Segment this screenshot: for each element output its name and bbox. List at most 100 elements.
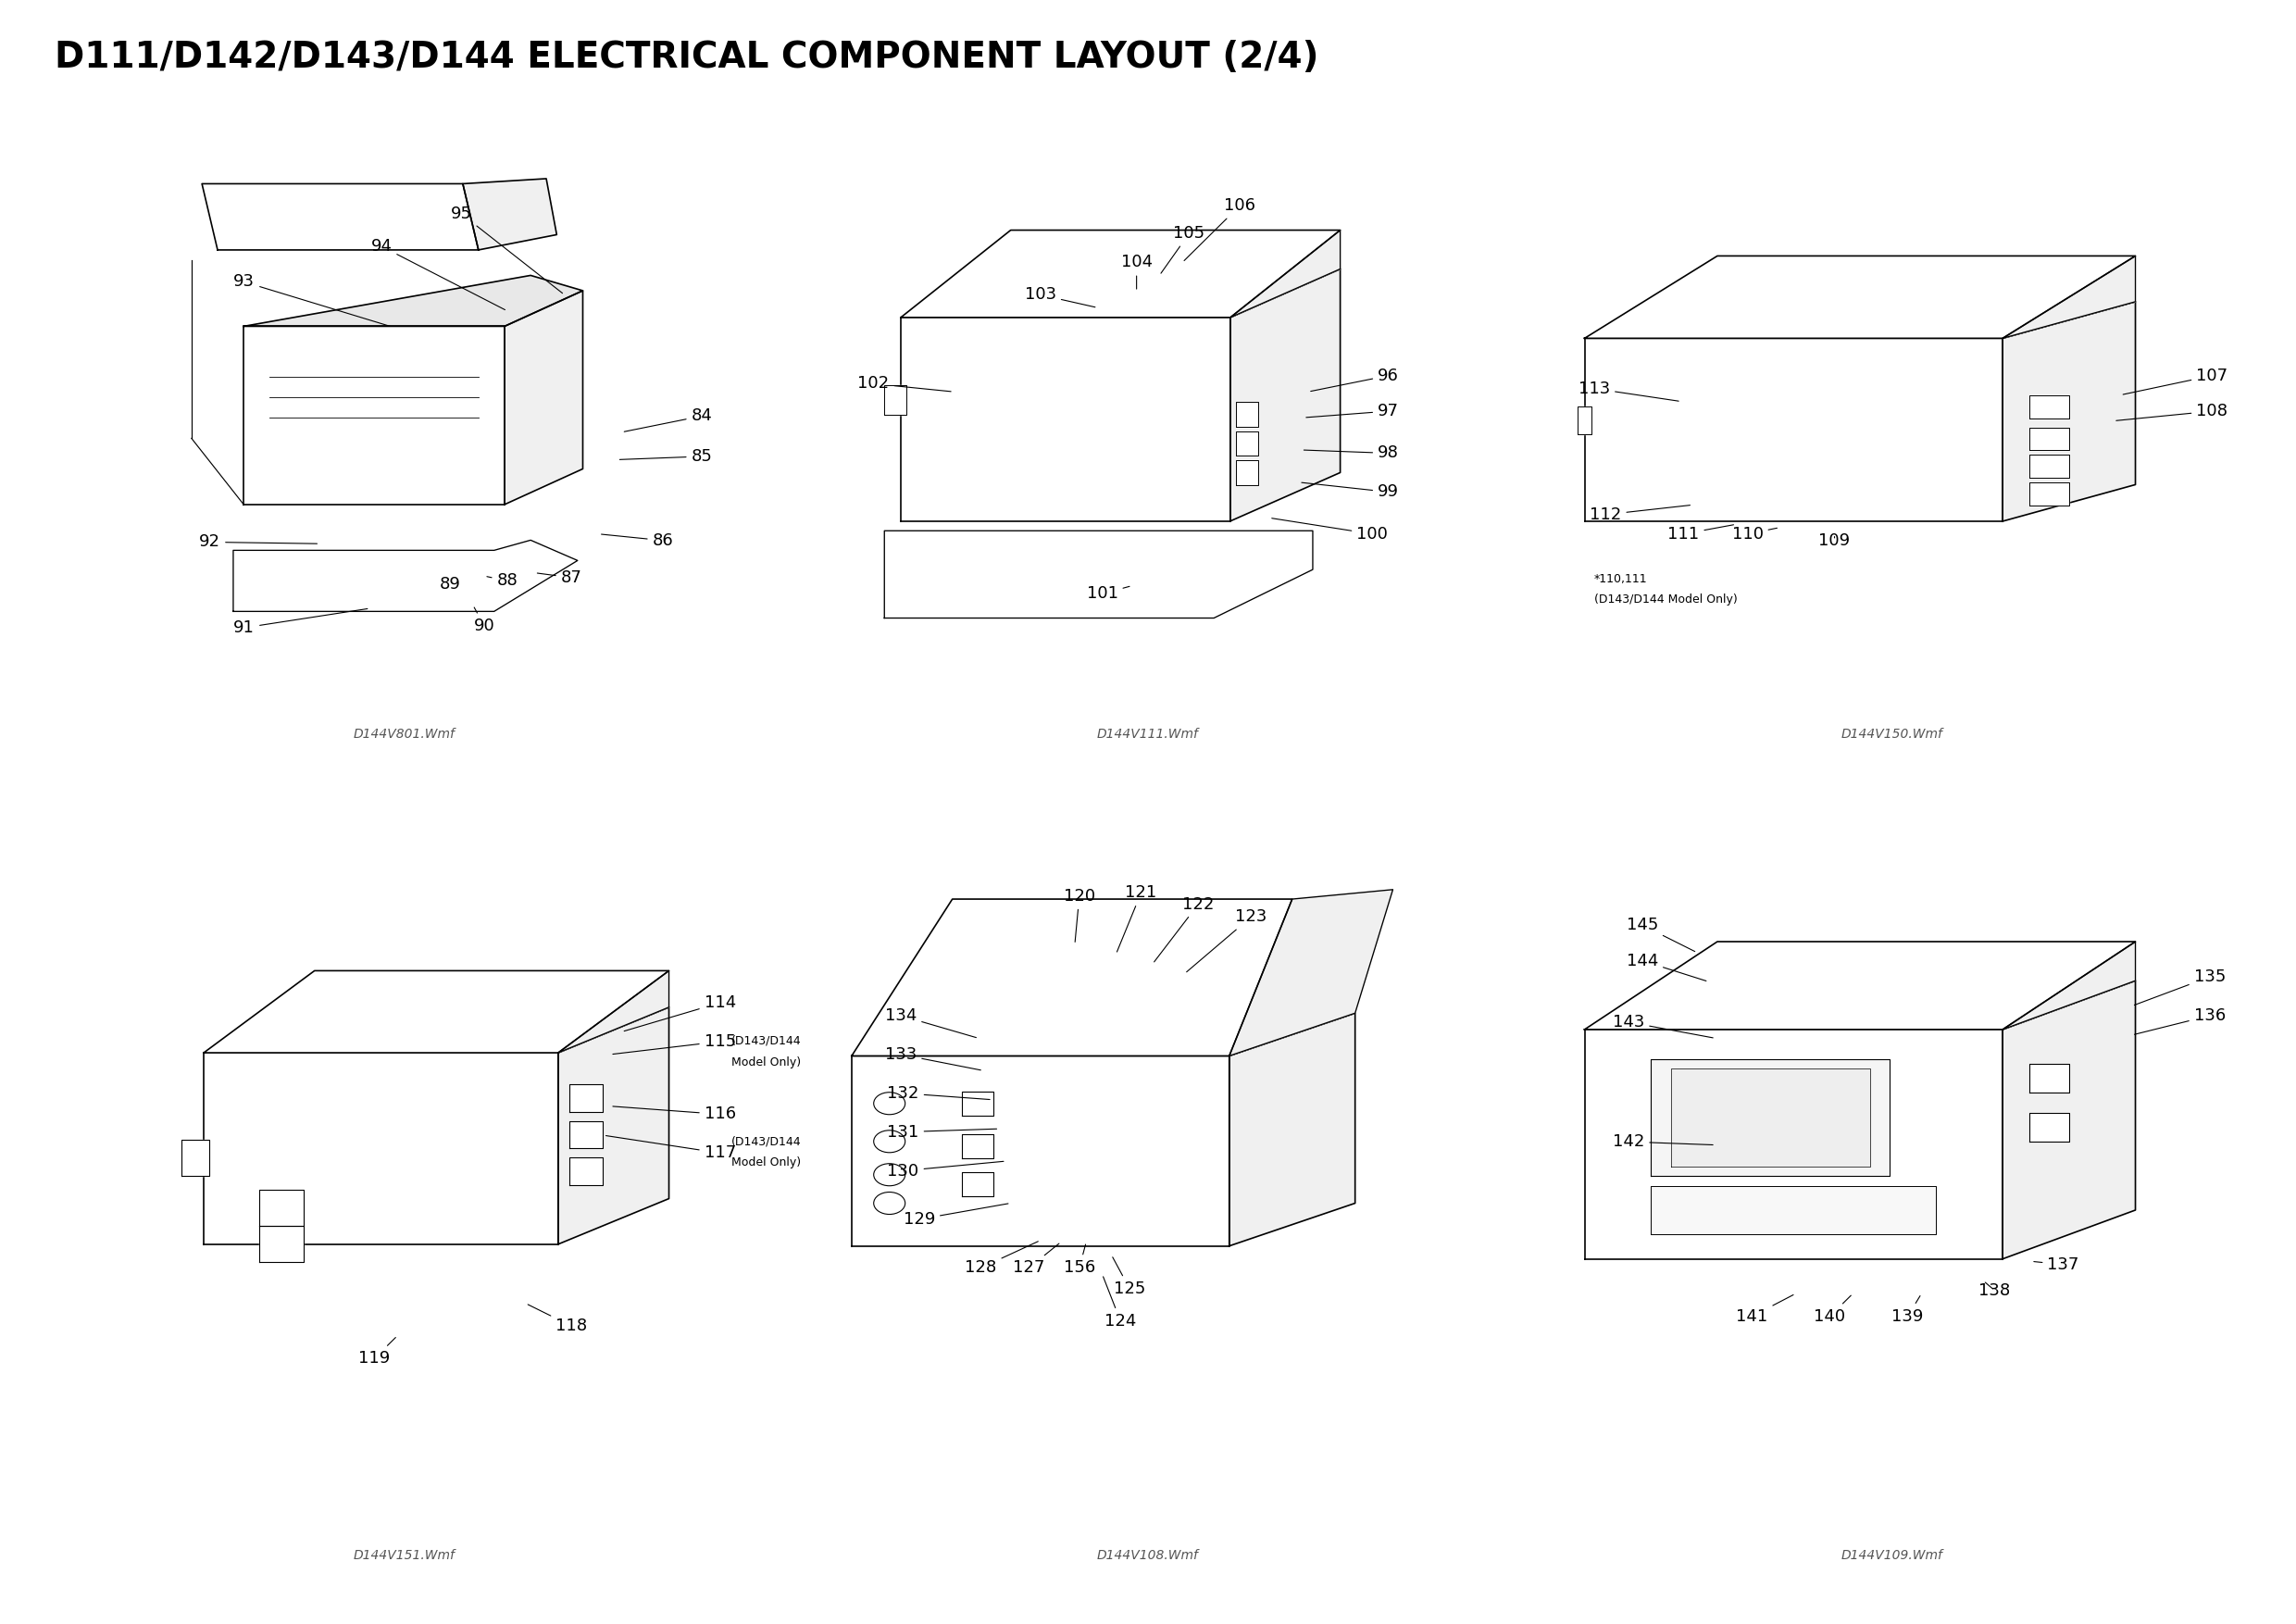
Circle shape <box>875 1192 905 1215</box>
Polygon shape <box>2002 257 2135 338</box>
Text: 136: 136 <box>2135 1007 2225 1034</box>
Polygon shape <box>181 1140 209 1176</box>
Text: 98: 98 <box>1304 445 1398 461</box>
Polygon shape <box>962 1134 994 1158</box>
Text: 91: 91 <box>234 609 367 637</box>
Text: 86: 86 <box>602 533 673 549</box>
Text: D144V109.Wmf: D144V109.Wmf <box>1841 1549 1942 1562</box>
Polygon shape <box>1235 461 1258 484</box>
Text: 115: 115 <box>613 1033 737 1054</box>
Text: 111: 111 <box>1667 525 1733 542</box>
Text: D144V111.Wmf: D144V111.Wmf <box>1097 728 1199 741</box>
Polygon shape <box>569 1121 602 1148</box>
Circle shape <box>875 1130 905 1153</box>
Polygon shape <box>204 1052 558 1244</box>
Text: 132: 132 <box>886 1085 990 1101</box>
Polygon shape <box>1584 942 2135 1030</box>
Text: 97: 97 <box>1306 403 1398 419</box>
Text: 138: 138 <box>1979 1281 2011 1299</box>
Polygon shape <box>243 326 505 505</box>
Polygon shape <box>1235 432 1258 456</box>
Text: 94: 94 <box>370 239 505 310</box>
Polygon shape <box>2030 455 2069 477</box>
Polygon shape <box>2002 981 2135 1259</box>
Polygon shape <box>558 1007 668 1244</box>
Text: 143: 143 <box>1612 1013 1713 1038</box>
Text: 109: 109 <box>1818 533 1851 549</box>
Text: 93: 93 <box>234 273 390 326</box>
Polygon shape <box>505 291 583 505</box>
Text: 85: 85 <box>620 448 712 464</box>
Text: 90: 90 <box>473 607 496 635</box>
Polygon shape <box>884 385 907 414</box>
Polygon shape <box>204 971 668 1052</box>
Text: 135: 135 <box>2135 968 2225 1005</box>
Text: 104: 104 <box>1120 253 1153 289</box>
Polygon shape <box>2030 427 2069 450</box>
Text: 129: 129 <box>902 1203 1008 1228</box>
Polygon shape <box>900 270 1341 317</box>
Polygon shape <box>962 1173 994 1197</box>
Polygon shape <box>1577 408 1591 434</box>
Polygon shape <box>234 541 579 611</box>
Polygon shape <box>1584 981 2135 1030</box>
Circle shape <box>875 1163 905 1186</box>
Polygon shape <box>243 276 583 326</box>
Polygon shape <box>259 1189 303 1226</box>
Text: 108: 108 <box>2117 403 2227 421</box>
Polygon shape <box>464 179 556 250</box>
Text: 88: 88 <box>487 573 519 590</box>
Text: 102: 102 <box>859 375 951 391</box>
Text: D144V801.Wmf: D144V801.Wmf <box>354 728 455 741</box>
Polygon shape <box>1584 257 2135 338</box>
Polygon shape <box>884 531 1313 619</box>
Text: 144: 144 <box>1626 952 1706 981</box>
Polygon shape <box>852 900 1293 1056</box>
Polygon shape <box>1584 338 2002 521</box>
Polygon shape <box>204 1007 668 1052</box>
Polygon shape <box>1228 1013 1355 1246</box>
Text: 101: 101 <box>1086 586 1130 603</box>
Polygon shape <box>259 1226 303 1262</box>
Text: 141: 141 <box>1736 1294 1793 1325</box>
Text: Model Only): Model Only) <box>732 1056 801 1069</box>
Text: *110,111: *110,111 <box>1593 573 1649 585</box>
Text: (D143/D144: (D143/D144 <box>732 1034 801 1047</box>
Text: 127: 127 <box>1013 1244 1058 1276</box>
Text: 110: 110 <box>1731 526 1777 542</box>
Text: 131: 131 <box>886 1124 996 1140</box>
Text: 114: 114 <box>625 994 737 1031</box>
Text: 156: 156 <box>1063 1244 1095 1276</box>
Text: 96: 96 <box>1311 367 1398 391</box>
Polygon shape <box>2002 942 2135 1030</box>
Text: 122: 122 <box>1155 896 1215 961</box>
Polygon shape <box>2030 482 2069 505</box>
Text: 142: 142 <box>1612 1134 1713 1150</box>
Text: (D143/D144: (D143/D144 <box>732 1135 801 1147</box>
Text: 117: 117 <box>606 1135 737 1161</box>
Text: 99: 99 <box>1302 482 1398 500</box>
Text: 84: 84 <box>625 408 712 432</box>
Text: 134: 134 <box>884 1007 976 1038</box>
Text: 128: 128 <box>964 1241 1038 1276</box>
Polygon shape <box>1235 403 1258 427</box>
Text: 145: 145 <box>1626 918 1694 952</box>
Polygon shape <box>569 1158 602 1186</box>
Text: 107: 107 <box>2124 367 2227 395</box>
Text: 121: 121 <box>1116 885 1157 952</box>
Text: 105: 105 <box>1162 226 1205 273</box>
Polygon shape <box>900 317 1231 521</box>
Text: D111/D142/D143/D144 ELECTRICAL COMPONENT LAYOUT (2/4): D111/D142/D143/D144 ELECTRICAL COMPONENT… <box>55 39 1318 75</box>
Text: D144V108.Wmf: D144V108.Wmf <box>1097 1549 1199 1562</box>
Polygon shape <box>2030 1112 2069 1142</box>
Polygon shape <box>569 1085 602 1112</box>
Text: 125: 125 <box>1114 1257 1146 1298</box>
Polygon shape <box>202 184 478 250</box>
Polygon shape <box>558 971 668 1052</box>
Polygon shape <box>1228 890 1394 1056</box>
Polygon shape <box>1231 231 1341 317</box>
Text: 112: 112 <box>1589 505 1690 523</box>
Text: 100: 100 <box>1272 518 1389 542</box>
Polygon shape <box>962 1091 994 1116</box>
Text: 89: 89 <box>439 577 461 593</box>
